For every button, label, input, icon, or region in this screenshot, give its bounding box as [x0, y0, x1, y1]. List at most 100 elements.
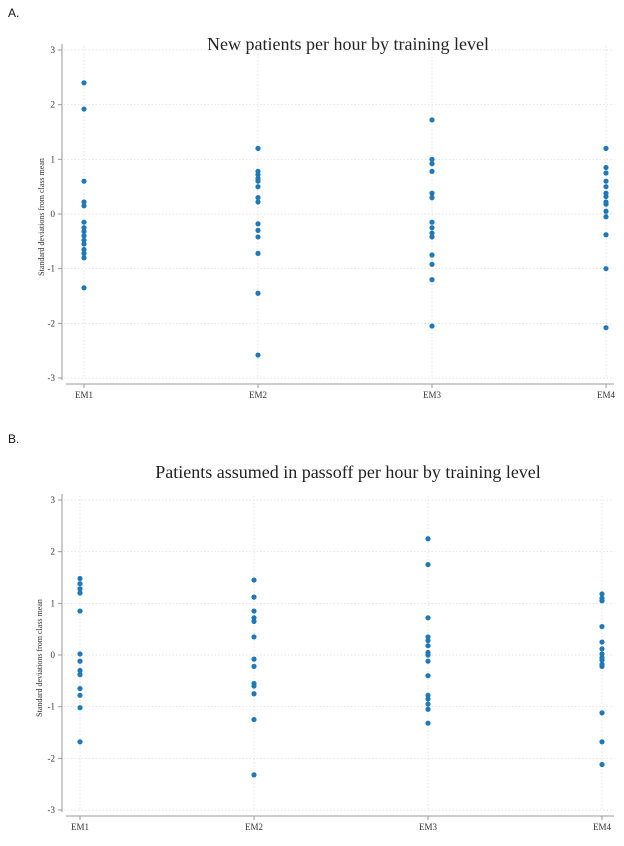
data-point [603, 208, 609, 214]
y-tick-label: 1 [51, 154, 56, 164]
data-point [251, 615, 257, 621]
data-point [425, 673, 431, 679]
data-point [255, 195, 261, 201]
data-point [81, 225, 87, 231]
data-point [81, 246, 87, 253]
data-point [81, 219, 87, 225]
data-point [599, 623, 605, 630]
data-point [429, 234, 435, 240]
x-tick-label: EM4 [597, 390, 616, 400]
data-point [251, 594, 257, 600]
data-point [255, 290, 261, 296]
data-point [251, 716, 257, 723]
y-tick-label: 3 [51, 495, 56, 505]
y-tick-label: 0 [51, 209, 56, 219]
chart-a: New patients per hour by training level S… [37, 34, 616, 400]
data-point [77, 581, 83, 587]
data-point [77, 692, 83, 698]
data-point [599, 657, 605, 663]
data-point [599, 710, 605, 716]
data-point [603, 266, 609, 272]
data-point [603, 145, 609, 151]
chart-b: Patients assumed in passoff per hour by … [35, 462, 614, 832]
data-point [425, 696, 431, 702]
data-point [251, 691, 257, 697]
y-axis-label: Standard deviations from class mean [35, 599, 44, 717]
data-point [425, 701, 431, 707]
data-point [425, 615, 431, 621]
x-tick-label: EM3 [419, 822, 438, 832]
y-tick-label: 3 [51, 45, 56, 55]
data-point [429, 230, 435, 236]
data-point [251, 683, 257, 689]
data-point [255, 352, 261, 358]
data-point [425, 720, 431, 726]
data-point [251, 772, 257, 778]
x-tick-label: EM2 [249, 390, 267, 400]
data-point [77, 575, 83, 582]
data-point [251, 577, 257, 583]
data-point [425, 637, 431, 644]
data-point [599, 739, 605, 745]
data-point [603, 170, 609, 176]
data-point [81, 199, 87, 205]
data-point [429, 156, 435, 162]
data-point [255, 221, 261, 227]
data-point [77, 685, 83, 692]
data-point [77, 651, 83, 657]
data-point [81, 228, 87, 235]
data-point [77, 658, 83, 664]
data-point [425, 658, 431, 664]
data-point [429, 117, 435, 123]
y-tick-label: -3 [48, 805, 56, 815]
data-point [251, 618, 257, 625]
data-point [77, 739, 83, 745]
y-tick-label: 2 [51, 547, 56, 557]
y-tick-label: -1 [48, 702, 56, 712]
data-point [429, 225, 435, 231]
x-tick-label: EM1 [75, 390, 93, 400]
data-point [429, 323, 435, 329]
data-point [429, 252, 435, 258]
data-point [81, 203, 87, 209]
data-point [81, 250, 87, 256]
data-point [599, 761, 605, 768]
data-point [603, 193, 609, 200]
data-point [251, 663, 257, 669]
chart-title: New patients per hour by training level [207, 34, 489, 54]
data-point [425, 692, 431, 698]
y-axis-label: Standard deviations from class mean [37, 158, 46, 276]
data-point [255, 145, 261, 151]
data-point [603, 325, 609, 331]
x-tick-label: EM4 [593, 822, 612, 832]
data-point [255, 178, 261, 184]
data-point [255, 184, 261, 190]
data-point [81, 285, 87, 291]
y-tick-label: 1 [51, 598, 56, 608]
panel-label-b: B. [8, 432, 20, 446]
x-tick-label: EM3 [423, 390, 442, 400]
data-point [429, 161, 435, 167]
data-point [429, 168, 435, 174]
y-tick-label: -1 [48, 264, 56, 274]
x-tick-label: EM2 [245, 822, 263, 832]
data-point [251, 608, 257, 614]
data-point [81, 80, 87, 86]
data-point [81, 233, 87, 239]
panel-label-a: A. [8, 6, 20, 20]
data-point [425, 536, 431, 542]
data-point [429, 195, 435, 201]
data-point [599, 598, 605, 604]
y-tick-label: -3 [48, 373, 56, 383]
data-point [425, 706, 431, 712]
y-tick-label: 0 [51, 650, 56, 660]
data-point [603, 184, 609, 190]
data-point [251, 634, 257, 640]
data-point [425, 652, 431, 658]
y-tick-label: 2 [51, 100, 56, 110]
data-point [599, 646, 605, 652]
data-point [77, 590, 83, 596]
data-point [251, 656, 257, 662]
data-point [255, 199, 261, 205]
data-point [81, 178, 87, 184]
